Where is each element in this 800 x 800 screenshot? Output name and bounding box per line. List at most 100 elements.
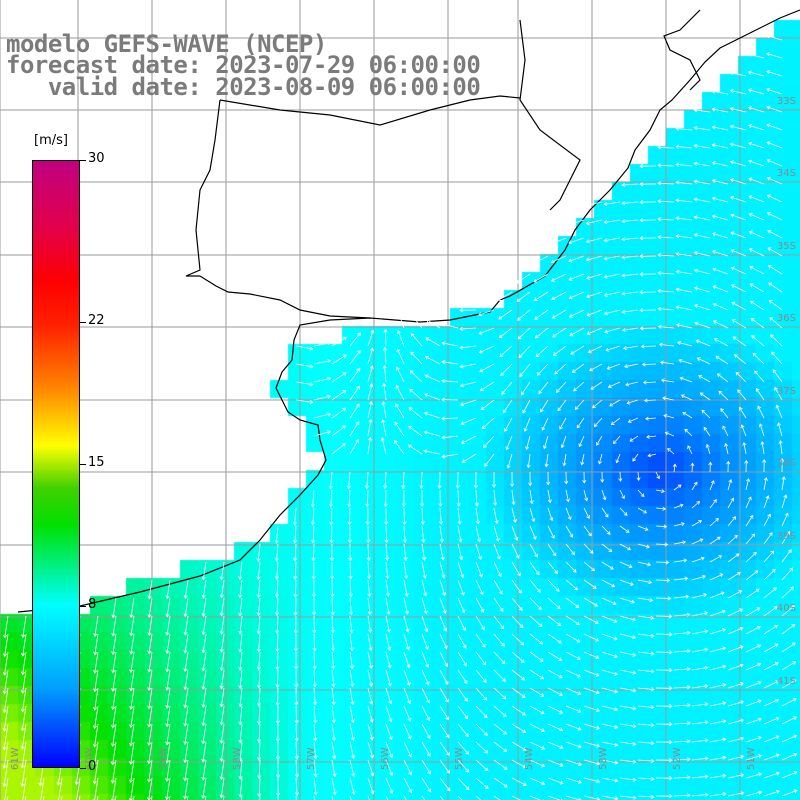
wind-arrow — [426, 318, 441, 329]
wind-arrow-head — [439, 538, 444, 543]
wind-arrow-head — [238, 757, 243, 762]
wind-arrow — [421, 759, 431, 775]
wind-arrow — [730, 125, 747, 131]
wind-arrow-head — [780, 458, 785, 462]
wind-arrow — [565, 507, 571, 520]
wind-arrow-head — [386, 611, 391, 615]
wind-arrow — [694, 109, 711, 113]
wind-arrow — [506, 435, 513, 450]
wind-arrow — [601, 651, 618, 658]
wind-arrow-head — [294, 774, 299, 778]
wind-arrow — [709, 738, 726, 743]
colorbar-tick-label: 30 — [88, 151, 105, 166]
wind-arrow-head — [369, 700, 374, 705]
wind-arrow-head — [698, 520, 703, 524]
colorbar-tick-label: 8 — [88, 596, 97, 612]
wind-arrow — [529, 759, 545, 767]
wind-arrow-head — [201, 667, 206, 672]
wind-arrow-head — [650, 633, 655, 638]
wind-arrow — [749, 248, 765, 257]
wind-arrow — [781, 494, 787, 509]
wind-arrow-head — [389, 789, 394, 794]
wind-arrow-head — [729, 142, 734, 147]
wind-arrow — [601, 777, 618, 782]
wind-arrow — [637, 561, 651, 566]
wind-arrow-head — [238, 794, 243, 798]
wind-arrow-head — [498, 334, 503, 339]
wind-arrow-head — [754, 370, 758, 375]
wind-arrow-head — [464, 697, 468, 702]
wind-arrow-head — [747, 106, 752, 111]
wind-arrow — [239, 759, 243, 779]
wind-arrow — [673, 504, 684, 509]
wind-arrow-head — [740, 424, 745, 429]
wind-arrow — [384, 347, 387, 365]
wind-arrow-head — [539, 640, 544, 645]
wind-arrow-head — [572, 569, 577, 573]
wind-arrow-head — [621, 182, 626, 188]
wind-arrow-head — [459, 383, 464, 388]
wind-arrow-head — [129, 742, 134, 747]
wind-arrow-head — [675, 323, 680, 328]
wind-arrow — [475, 705, 488, 718]
wind-arrow — [313, 342, 331, 347]
wind-arrow-head — [547, 499, 552, 504]
wind-arrow-head — [423, 592, 428, 597]
wind-arrow — [221, 633, 225, 653]
wind-arrow-head — [568, 313, 573, 318]
wind-arrow — [313, 431, 331, 437]
wind-arrow-head — [632, 759, 637, 764]
wind-arrow — [660, 361, 675, 365]
wind-arrow-head — [201, 704, 206, 708]
wind-arrow — [457, 489, 460, 507]
colorbar-tick — [80, 322, 86, 324]
wind-arrow — [439, 579, 446, 596]
wind-arrow — [499, 327, 513, 339]
wind-arrow — [547, 777, 564, 784]
wind-arrow-head — [292, 539, 298, 544]
wind-arrow-head — [714, 338, 718, 342]
wind-arrow — [673, 614, 690, 617]
wind-arrow-head — [403, 557, 408, 562]
wind-arrow-head — [328, 503, 334, 508]
wind-arrow — [750, 318, 765, 329]
wind-arrow-head — [757, 699, 762, 704]
wind-arrow-head — [408, 771, 412, 776]
wind-arrow-head — [686, 630, 691, 635]
wind-arrow — [598, 453, 603, 464]
wind-arrow-head — [648, 580, 653, 585]
wind-arrow — [403, 507, 405, 525]
wind-arrow — [184, 777, 189, 799]
wind-arrow-head — [183, 777, 188, 782]
wind-arrow-head — [687, 445, 691, 450]
wind-arrow — [657, 290, 675, 293]
coastline-ocean — [17, 9, 800, 613]
wind-arrow-head — [591, 567, 596, 572]
wind-arrow — [637, 597, 653, 601]
wind-arrow-head — [722, 628, 727, 633]
wind-arrow — [166, 579, 171, 599]
wind-arrow-head — [682, 540, 687, 545]
wind-arrow — [583, 741, 600, 747]
wind-arrow — [568, 273, 585, 281]
wind-arrow-head — [407, 700, 411, 704]
wind-arrow-head — [559, 745, 564, 749]
wind-arrow — [367, 759, 374, 776]
wind-arrow — [759, 423, 765, 437]
wind-arrow — [569, 327, 585, 336]
wind-arrow-head — [348, 593, 353, 598]
wind-arrow-head — [715, 518, 719, 522]
wind-arrow — [239, 723, 243, 743]
wind-arrow — [691, 557, 705, 563]
wind-arrow-head — [642, 380, 647, 385]
wind-arrow-head — [165, 595, 170, 600]
wind-arrow — [367, 401, 372, 419]
wind-arrow-head — [478, 312, 482, 317]
wind-arrow-head — [732, 336, 737, 341]
wind-arrow-head — [355, 421, 360, 426]
wind-arrow-head — [256, 612, 261, 617]
wind-arrow — [658, 308, 675, 311]
wind-arrow-head — [238, 612, 243, 617]
wind-arrow — [673, 541, 686, 545]
wind-arrow — [563, 453, 567, 466]
